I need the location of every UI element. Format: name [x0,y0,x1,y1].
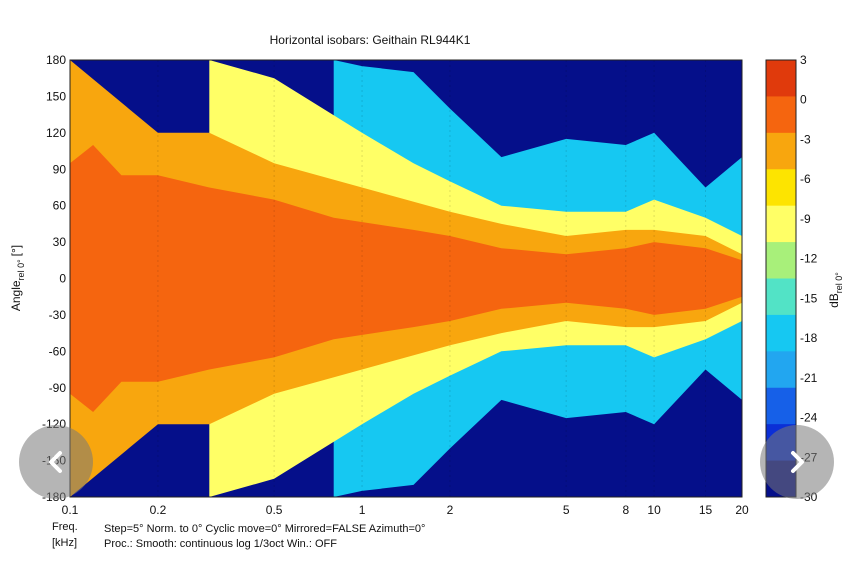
x-tick-label: 10 [647,503,661,517]
x-tick-label: 15 [699,503,713,517]
y-tick-label: 150 [46,89,66,103]
svg-text:dBrel 0°: dBrel 0° [827,272,843,308]
colorbar-swatch [766,242,796,279]
y-tick-label: -60 [49,344,67,358]
freq-label: Freq. [52,521,78,533]
colorbar-swatch [766,60,796,97]
colorbar-tick-label: -6 [800,172,811,186]
x-axis: 0.1 0.2 0.5 1 2 5 8 10 15 20 [62,503,749,517]
x-tick-label: 20 [735,503,749,517]
colorbar-swatch [766,132,796,170]
colorbar-tick-label: -15 [800,291,818,305]
y-axis-label: Anglerel 0°[°] [9,245,26,311]
y-tick-label: 30 [53,235,67,249]
plot-frame [69,59,743,498]
x-tick-label: 0.1 [62,503,79,517]
colorbar-swatch [766,314,796,352]
svg-text:Anglerel 0°[°]: Anglerel 0°[°] [9,245,26,311]
colorbar-tick-label: -12 [800,252,818,266]
x-tick-label: 2 [447,503,454,517]
y-tick-label: 0 [59,272,66,286]
prev-button[interactable] [19,425,93,499]
chevron-right-icon [791,451,804,473]
colorbar-tick-label: -3 [800,132,811,146]
colorbar-swatch [766,387,796,425]
y-tick-label: -30 [49,308,67,322]
khz-label: [kHz] [52,537,78,549]
colorbar-swatch [766,169,796,207]
footer-processing: Proc.: Smooth: continuous log 1/3oct Win… [104,538,337,550]
x-tick-label: 8 [622,503,629,517]
y-tick-label: 180 [46,53,66,67]
chevron-left-icon [49,451,62,473]
colorbar-tick-label: -24 [800,411,818,425]
footer-settings: Step=5° Norm. to 0° Cyclic move=0° Mirro… [104,523,426,535]
colorbar-tick-label: -18 [800,331,818,345]
colorbar-swatch [766,96,796,134]
y-tick-label: 60 [53,199,67,213]
colorbar-swatch [766,351,796,389]
x-tick-label: 0.5 [266,503,283,517]
colorbar-tick-label: 3 [800,53,807,67]
x-tick-label: 1 [359,503,366,517]
x-tick-label: 5 [563,503,570,517]
plot-area [70,60,742,497]
colorbar-label: dBrel 0° [827,272,843,308]
colorbar-tick-label: 0 [800,93,807,107]
colorbar-tick-label: -21 [800,371,818,385]
chart-title: Horizontal isobars: Geithain RL944K1 [270,33,471,47]
y-tick-label: -90 [49,381,67,395]
colorbar-swatch [766,278,796,316]
isobar-band-3db [70,145,742,412]
colorbar-tick-label: -9 [800,212,811,226]
y-tick-label: 120 [46,126,66,140]
colorbar-swatch [766,205,796,243]
x-tick-label: 0.2 [150,503,167,517]
y-tick-label: 90 [53,162,67,176]
colorbar-frame [765,59,797,498]
next-button[interactable] [760,425,834,499]
